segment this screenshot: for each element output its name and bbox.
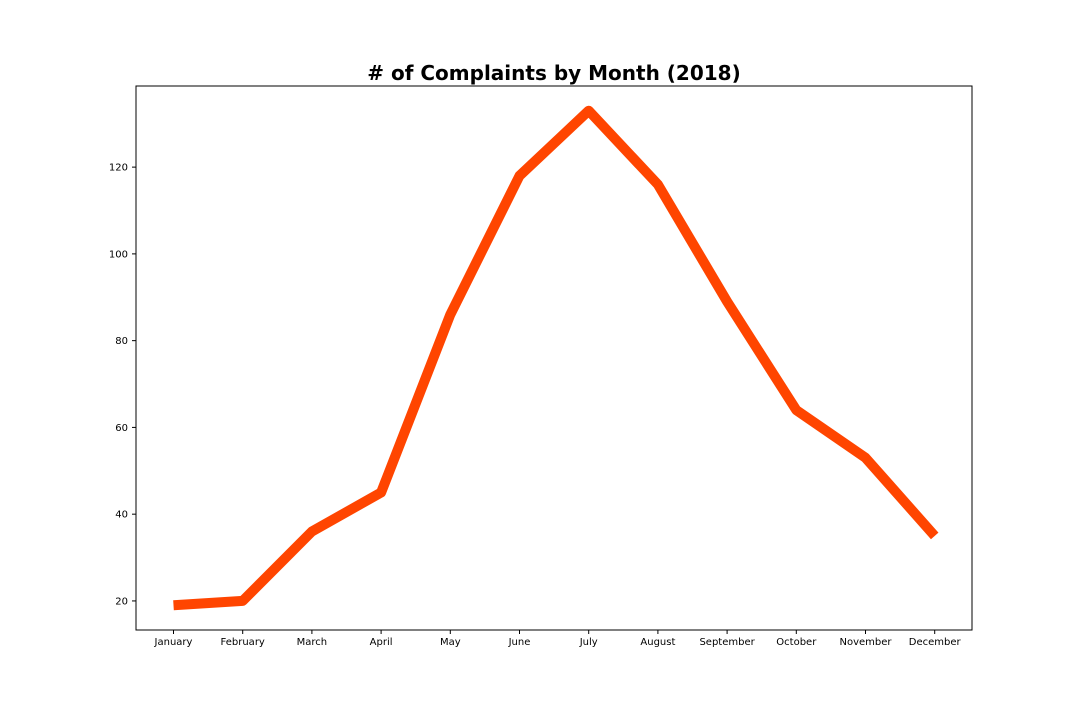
y-tick-label: 80 <box>115 336 128 347</box>
x-tick-label: June <box>508 637 531 648</box>
x-tick-label: August <box>640 637 675 648</box>
series-line <box>173 105 939 611</box>
x-tick-label: July <box>579 637 598 648</box>
x-tick-label: March <box>297 637 327 648</box>
x-tick-label: November <box>839 637 892 648</box>
y-tick-label: 60 <box>115 423 128 434</box>
y-tick-label: 40 <box>115 510 128 521</box>
x-tick-label: September <box>699 637 755 648</box>
x-tick-label: December <box>909 637 962 648</box>
line-layer <box>173 105 939 611</box>
y-tick-label: 20 <box>115 596 128 607</box>
x-tick-label: April <box>370 637 393 648</box>
y-tick-label: 100 <box>109 249 128 260</box>
plot-frame <box>135 85 973 631</box>
x-tick-label: October <box>776 637 817 648</box>
ticks-layer: January February March April May June July Augu… <box>109 163 962 648</box>
x-tick-label: February <box>221 637 265 648</box>
chart-title: # of Complaints by Month (2018) <box>367 61 741 85</box>
x-tick-label: January <box>154 637 193 648</box>
y-tick-label: 120 <box>109 163 128 174</box>
x-tick-label: May <box>440 637 461 648</box>
